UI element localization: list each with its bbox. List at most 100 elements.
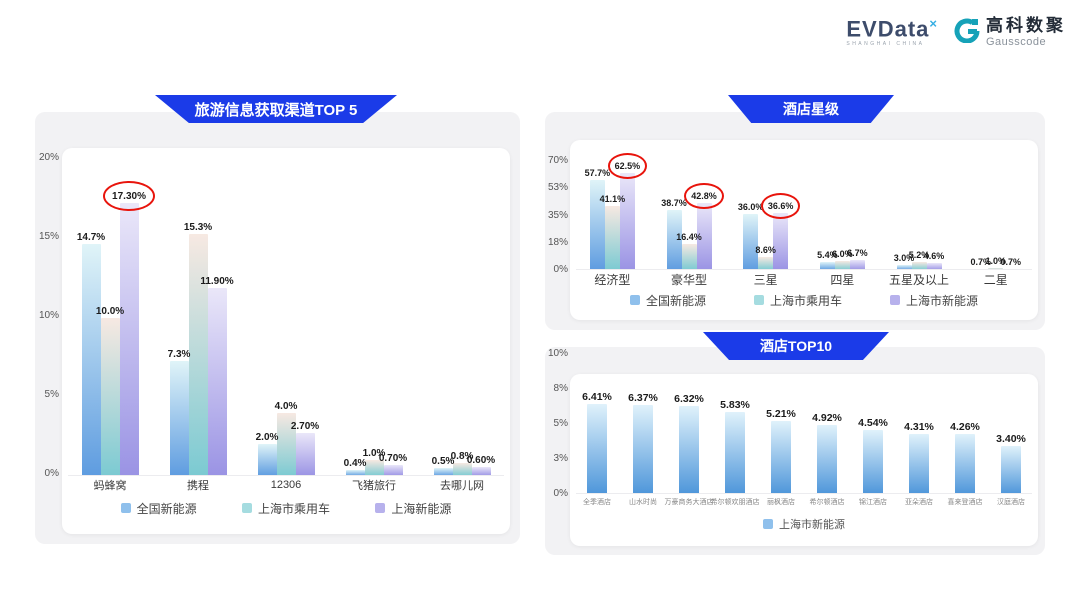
bar-value-label-circled: 36.6% (761, 193, 800, 220)
header-logos: EVData× SHANGHAI CHINA 高科数聚 Gausscode (846, 16, 1066, 48)
bar-group-bars: 14.7% 10.0% 17.30% (66, 160, 155, 476)
y-tick-label: 53% (547, 182, 568, 194)
hotel-star-panel: 酒店星级 70% 53% 35% 18% 0% 57.7% 41.1% 62.5% 经济型 38… (545, 95, 1045, 330)
bar-group: 3.40% 汉庭酒店 (988, 382, 1034, 510)
legend-swatch (629, 295, 640, 305)
bar-column: 4.26% (950, 421, 980, 494)
bar-group-bars: 7.3% 15.3% 11.90% (154, 160, 242, 476)
bar-group-bars: 6.37% (620, 382, 666, 494)
legend-item[interactable]: 上海市乘用车 (753, 292, 842, 309)
bar-column: 8.6% (755, 244, 776, 270)
bar-value-label: 5.2% (908, 249, 930, 260)
bar-value-label: 4.31% (904, 420, 934, 433)
y-tick-label: 3% (553, 453, 568, 464)
bar-group: 38.7% 16.4% 42.8% 豪华型 (651, 148, 728, 288)
bar (604, 206, 620, 270)
hotel-top10-plot: 6.41% 全季酒店 6.37% 山水时尚 6.32% 万豪商务大酒店 5.83% 希尔顿欢朋… (570, 382, 1038, 510)
bar-value-label: 0.4% (343, 457, 367, 469)
legend-label: 上海市新能源 (905, 293, 978, 308)
bar-value-label: 36.0% (737, 201, 764, 212)
hotel-top10-y-axis: 10% 8% 5% 3% 0% (546, 347, 568, 501)
bar (926, 262, 942, 270)
hotel-x-label: 万豪商务大酒店 (664, 499, 714, 506)
bar-group-bars: 57.7% 41.1% 62.5% (574, 148, 651, 270)
bar (773, 213, 789, 270)
bar-column: 5.21% (766, 408, 796, 494)
x-axis-line (576, 269, 1032, 270)
bar-group: 14.7% 10.0% 17.30% 蚂蜂窝 (66, 160, 155, 494)
legend-label: 上海新能源 (391, 501, 452, 516)
travel-channels-legend: 全国新能源 上海市乘用车 上海新能源 (62, 494, 510, 522)
bar-value-label: 6.37% (628, 391, 658, 404)
bar-value-label: 57.7% (584, 168, 611, 179)
bar-value-label: 4.6% (923, 250, 945, 261)
bar-group: 4.92% 希尔顿酒店 (804, 382, 850, 510)
y-tick-label: 0% (553, 488, 568, 499)
y-tick-label: 10% (547, 348, 568, 359)
evdata-logo: EVData× SHANGHAI CHINA (846, 17, 938, 47)
travel-channel-x-label: 去哪儿网 (440, 480, 484, 492)
bar (817, 425, 837, 494)
bar (589, 180, 605, 270)
bar (849, 259, 865, 270)
bar-value-label: 0.5% (431, 456, 455, 468)
legend-item[interactable]: 上海市新能源 (889, 292, 978, 309)
bar-value-label: 11.90% (200, 275, 234, 287)
bar-value-label: 15.3% (183, 222, 213, 234)
bar-value-label: 6.32% (674, 392, 704, 405)
legend-item[interactable]: 上海市乘用车 (241, 500, 330, 517)
y-tick-label: 8% (553, 383, 568, 394)
bar-group: 3.0% 5.2% 4.6% 五星及以上 (881, 148, 958, 288)
legend-item[interactable]: 全国新能源 (629, 292, 706, 309)
legend-item[interactable]: 全国新能源 (120, 500, 197, 517)
bar-column: 6.0% (832, 248, 853, 270)
legend-item[interactable]: 上海市新能源 (763, 516, 845, 532)
bar (696, 203, 712, 270)
bar-value-label: 3.40% (996, 433, 1026, 446)
bar (955, 434, 975, 494)
bar (666, 209, 682, 270)
y-tick-label: 5% (553, 418, 568, 429)
bar (119, 202, 139, 476)
gausscode-g-icon (954, 17, 980, 48)
legend-swatch (120, 503, 131, 513)
bar-column: 0.60% (467, 454, 495, 476)
bar-value-label: 0.7% (970, 256, 991, 267)
bar-group: 57.7% 41.1% 62.5% 经济型 (574, 148, 651, 288)
bar-column: 3.0% (894, 252, 914, 270)
bar-column: 17.30% (103, 180, 155, 476)
bar-column: 6.32% (674, 393, 704, 494)
bar (169, 360, 189, 476)
legend-item[interactable]: 上海新能源 (375, 500, 451, 517)
bar-column: 15.3% (184, 221, 212, 476)
bar-group: 36.0% 8.6% 36.6% 三星 (727, 148, 804, 288)
bar-group-bars: 0.5% 0.8% 0.60% (418, 160, 506, 476)
bar (295, 433, 315, 476)
gausscode-logo: 高科数聚 Gausscode (954, 16, 1066, 48)
travel-channels-panel: 旅游信息获取渠道TOP 5 20% 15% 10% 5% 0% 14.7% 10.0% 17… (35, 95, 520, 544)
gausscode-wordmark: 高科数聚 Gausscode (986, 16, 1066, 48)
hotel-x-label: 希尔顿酒店 (809, 499, 845, 506)
legend-swatch (241, 503, 252, 513)
travel-channel-x-label: 12306 (270, 479, 302, 491)
bar-column: 3.40% (996, 433, 1026, 494)
travel-channels-plot: 14.7% 10.0% 17.30% 蚂蜂窝 7.3% 15.3% 11.90% 携程 2.0%… (62, 160, 510, 494)
bar-group: 0.7% 1.0% 0.7% 二星 (957, 148, 1034, 288)
bar (819, 261, 835, 270)
bar (725, 412, 745, 494)
bar-column: 2.70% (291, 420, 319, 476)
bar-group: 5.83% 希尔顿欢朋酒店 (711, 382, 760, 510)
hotel-x-label: 全季酒店 (583, 499, 611, 506)
bar (383, 464, 403, 476)
evdata-x-mark: × (929, 15, 938, 31)
bar (276, 412, 296, 476)
hotel-x-label: 山水时尚 (629, 499, 657, 506)
bar-column: 0.4% (343, 457, 367, 476)
bar-column: 1.0% (363, 447, 385, 476)
bar (633, 404, 653, 494)
bar-group-bars: 6.32% (666, 382, 712, 494)
bar (681, 244, 697, 270)
hotel-top10-title-banner: 酒店TOP10 (703, 332, 889, 360)
y-tick-label: 0% (44, 468, 59, 479)
bar-group: 5.21% 丽枫酒店 (758, 382, 804, 510)
